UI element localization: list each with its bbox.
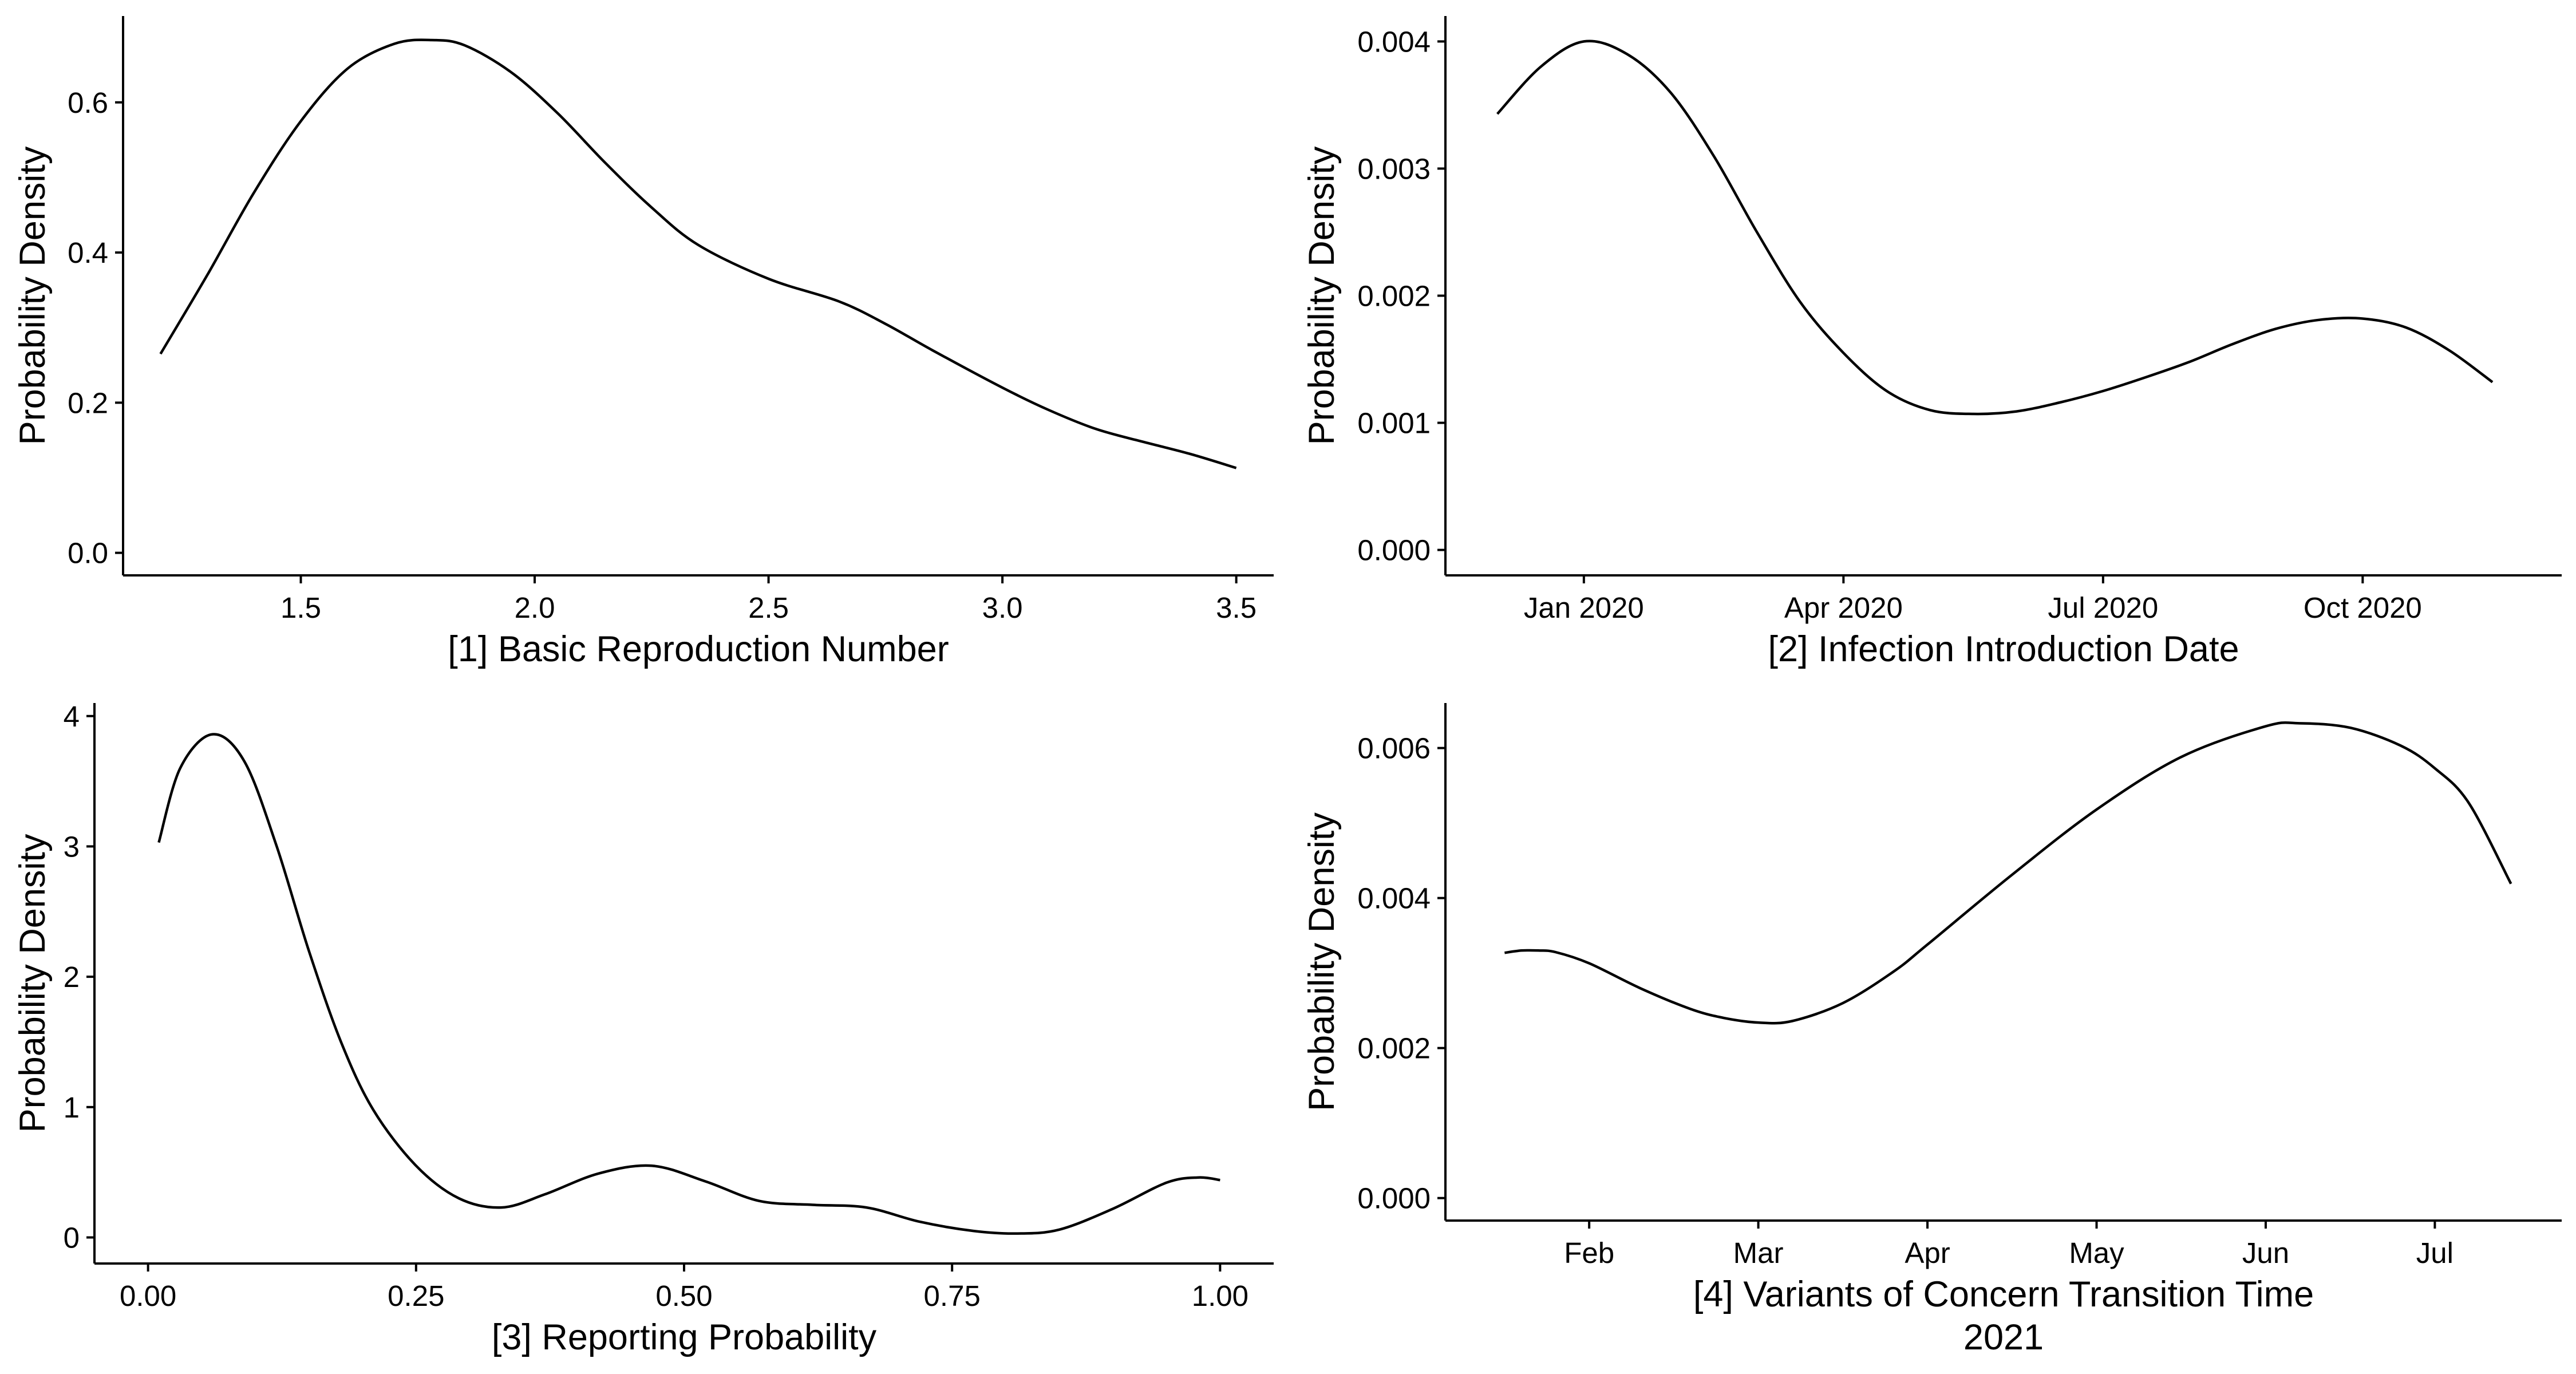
x-tick-label: 0.25 [388,1280,444,1312]
y-tick-label: 0.000 [1357,1182,1431,1215]
y-tick-label: 0.004 [1357,882,1431,915]
x-tick-label: Feb [1564,1237,1614,1269]
y-tick-label: 1 [64,1091,80,1124]
x-tick-label: 1.00 [1192,1280,1249,1312]
x-tick-label: 2.5 [748,591,789,624]
x-tick-label: Jul [2416,1237,2453,1269]
x-axis-title: [4] Variants of Concern Transition Time [1693,1274,2314,1314]
x-tick-label: Mar [1733,1237,1784,1269]
y-axis-title: Probability Density [13,146,53,445]
density-curve [1504,721,2512,1025]
x-tick-label: 3.5 [1216,591,1257,624]
y-tick-label: 0.2 [68,386,108,419]
x-tick-label: Jul 2020 [2048,591,2158,624]
density-curve [1496,40,2494,416]
x-tick-label: Jan 2020 [1524,591,1644,624]
x-tick-label: 0.50 [655,1280,712,1312]
y-axis-title: Probability Density [1302,812,1342,1111]
x-tick-label: Apr 2020 [1784,591,1903,624]
x-tick-label: 2.0 [515,591,555,624]
chart-panel-p1: 0.0 0.2 0.4 0.6 1.5 2.0 2.5 3.0 3.5 [1] Basic Rep… [13,16,1274,669]
y-tick-label: 0.0 [68,537,108,570]
y-tick-label: 0.000 [1357,534,1431,567]
y-axis-title: Probability Density [13,834,53,1132]
x-tick-label: Apr [1905,1237,1950,1269]
y-tick-label: 0.004 [1357,25,1431,58]
y-tick-label: 3 [64,830,80,863]
chart-panel-p2: 0.000 0.001 0.002 0.003 0.004 Jan 2020 Apr 202… [1302,16,2562,669]
y-tick-label: 0.002 [1357,280,1431,313]
x-axis-title: [3] Reporting Probability [492,1317,877,1357]
y-tick-label: 0 [64,1221,80,1254]
y-tick-label: 4 [64,700,80,733]
y-tick-label: 2 [64,961,80,993]
chart-panel-p4: 0.000 0.002 0.004 0.006 Feb Mar Apr May Jun Jul [4… [1302,703,2562,1357]
x-tick-label: 0.00 [120,1280,176,1312]
chart-panel-p3: 0 1 2 3 4 0.00 0.25 0.50 0.75 1.00 [3] Reporting P… [13,700,1274,1357]
x-axis-subtitle: 2021 [1963,1317,2044,1357]
x-axis-title: [2] Infection Introduction Date [1768,629,2239,669]
y-tick-label: 0.001 [1357,407,1431,440]
x-tick-label: Jun [2242,1237,2289,1269]
x-tick-label: May [2069,1237,2124,1269]
y-tick-label: 0.003 [1357,152,1431,185]
x-axis-title: [1] Basic Reproduction Number [448,629,949,669]
x-tick-label: 0.75 [924,1280,981,1312]
x-tick-label: Oct 2020 [2304,591,2422,624]
y-tick-label: 0.6 [68,86,108,119]
y-tick-label: 0.4 [68,236,108,269]
y-axis-title: Probability Density [1302,146,1342,445]
density-curve [159,38,1237,469]
y-tick-label: 0.002 [1357,1032,1431,1065]
x-tick-label: 3.0 [982,591,1023,624]
x-tick-label: 1.5 [280,591,321,624]
y-tick-label: 0.006 [1357,732,1431,765]
density-curve [157,733,1220,1235]
